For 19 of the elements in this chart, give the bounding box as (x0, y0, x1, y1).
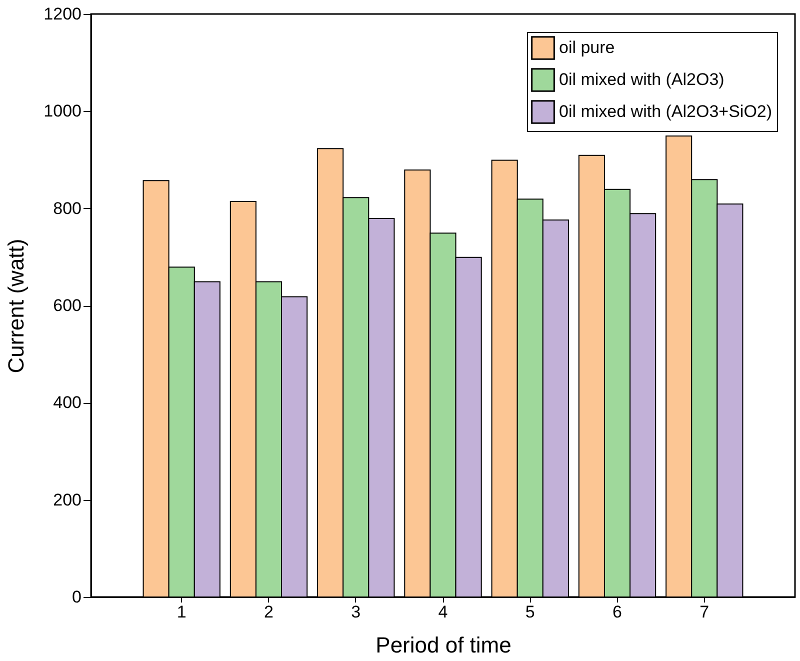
x-tick-label: 6 (612, 602, 622, 622)
y-tick-label: 400 (53, 393, 82, 412)
x-tick-label: 4 (438, 602, 448, 622)
x-tick-label: 1 (176, 602, 186, 622)
x-tick-label: 7 (700, 602, 710, 622)
y-tick-label: 600 (53, 296, 82, 315)
legend-label: 0il mixed with (Al2O3) (559, 70, 724, 89)
legend-label: 0il mixed with (Al2O3+SiO2) (559, 102, 772, 121)
y-tick-label: 1000 (44, 102, 82, 121)
x-axis-title: Period of time (376, 632, 512, 658)
x-tick-label: 5 (525, 602, 535, 622)
y-tick-label: 200 (53, 490, 82, 510)
y-tick-label: 800 (53, 198, 82, 218)
y-tick-label: 0 (72, 588, 82, 606)
x-tick-label: 2 (264, 602, 274, 622)
legend-label: oil pure (559, 38, 615, 57)
x-tick-label: 3 (351, 602, 361, 622)
y-tick-label: 1200 (44, 4, 82, 24)
y-axis-title: Current (watt) (4, 238, 29, 374)
